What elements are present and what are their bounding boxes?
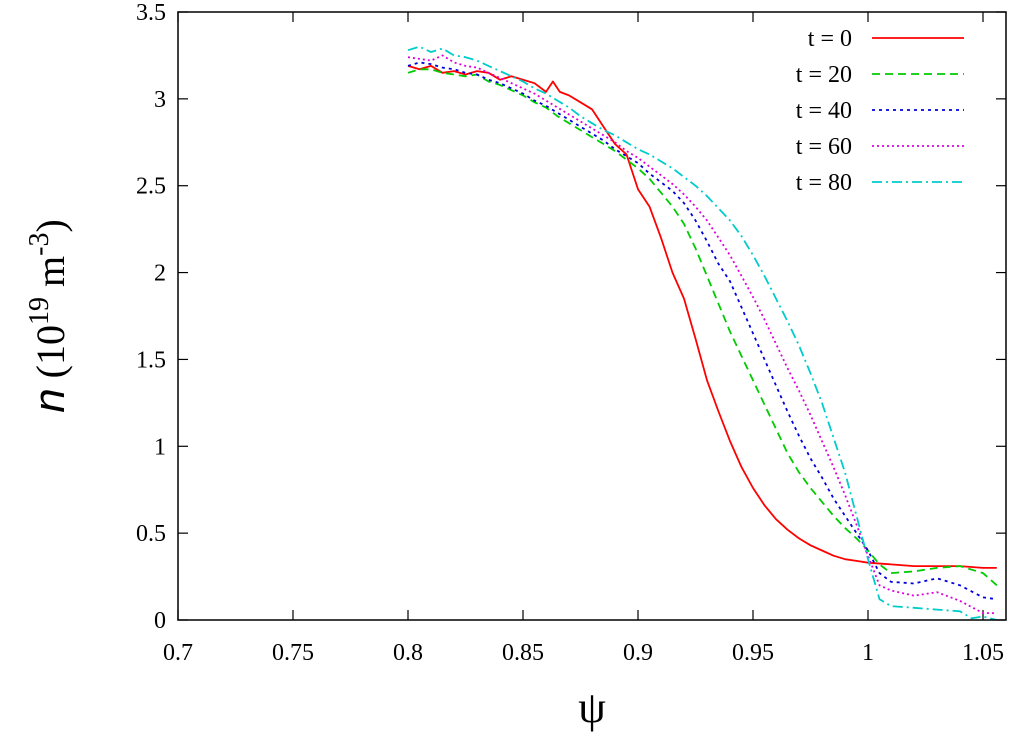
series-layer: [407, 45, 998, 620]
x-tick-label: 0.75: [272, 640, 314, 666]
series-line-2: [407, 61, 997, 601]
series-line-0: [407, 65, 997, 569]
legend: t = 0 t = 20 t = 40 t = 60 t = 80: [796, 26, 964, 196]
series-line-4: [407, 45, 998, 620]
y-tick-label: 3.5: [136, 0, 166, 26]
y-tick-label: 3: [154, 87, 166, 113]
y-axis-tick-labels: 0 0.5 1 1.5 2 2.5 3 3.5: [136, 0, 166, 634]
svg-text:n (1019 m-3): n (1019 m-3): [24, 219, 74, 413]
legend-label-1: t = 20: [796, 62, 852, 88]
x-tick-label: 0.8: [393, 640, 423, 666]
x-tick-label: 1.05: [962, 640, 1004, 666]
y-axis-label-exponent-1: 19: [24, 297, 55, 325]
x-tick-label: 0.9: [623, 640, 653, 666]
x-axis-tick-labels: 0.7 0.75 0.8 0.85 0.9 0.95 1 1.05: [163, 640, 1004, 666]
x-axis-tick-marks: [177, 12, 984, 620]
y-axis-label-open: (10: [28, 325, 73, 388]
y-tick-label: 0.5: [136, 521, 166, 547]
legend-label-3: t = 60: [796, 134, 852, 160]
y-tick-label: 2.5: [136, 174, 166, 200]
y-axis-label-variable: n: [25, 388, 74, 412]
y-axis-label-close: ): [28, 219, 73, 232]
x-tick-label: 0.95: [732, 640, 774, 666]
x-tick-label: 0.85: [502, 640, 544, 666]
x-axis-label: ψ: [578, 683, 606, 732]
y-tick-label: 0: [154, 608, 166, 634]
y-axis-label: n (1019 m-3): [24, 219, 74, 413]
y-axis-label-exponent-2: -3: [24, 233, 55, 256]
series-line-3: [407, 54, 997, 614]
x-tick-label: 1: [862, 640, 874, 666]
y-tick-label: 1.5: [136, 347, 166, 373]
legend-label-2: t = 40: [796, 98, 852, 124]
y-tick-label: 1: [154, 434, 166, 460]
legend-label-4: t = 80: [796, 170, 852, 196]
y-axis-label-unit: m: [28, 256, 73, 297]
x-tick-label: 0.7: [163, 640, 193, 666]
plot-frame: [177, 11, 1007, 621]
y-tick-label: 2: [154, 261, 166, 287]
series-line-1: [407, 68, 998, 586]
y-axis-tick-marks: [178, 11, 1006, 621]
legend-label-0: t = 0: [808, 26, 852, 52]
